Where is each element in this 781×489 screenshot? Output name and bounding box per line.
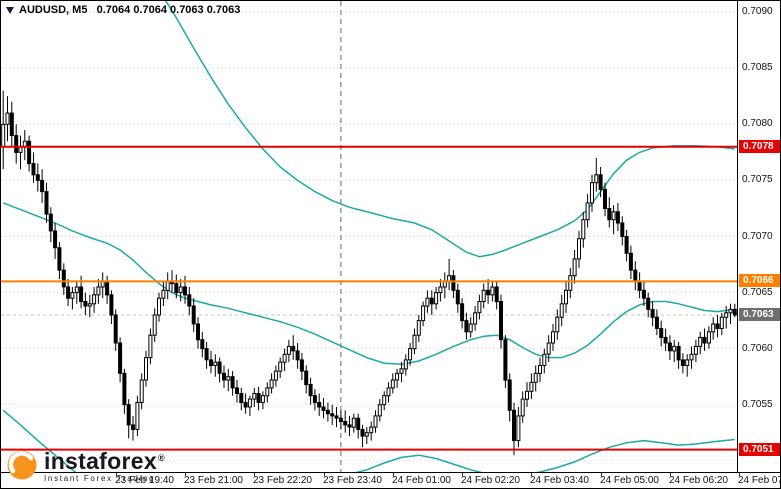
- time-tick-label: 23 Feb 19:40: [115, 475, 174, 486]
- registered-mark: ®: [157, 453, 165, 463]
- price-tick-label: 0.7055: [742, 399, 773, 410]
- time-tick-label: 24 Feb 07:40: [738, 475, 780, 486]
- time-tick-mark: [531, 473, 532, 476]
- price-badge-07078: 0.7078: [739, 140, 780, 153]
- time-tick-label: 23 Feb 22:20: [253, 475, 312, 486]
- time-tick-label: 24 Feb 02:20: [461, 475, 520, 486]
- price-tick-label: 0.7060: [742, 343, 773, 354]
- price-badge-07063: 0.7063: [739, 308, 780, 321]
- time-tick-mark: [739, 473, 740, 476]
- price-badge-07051: 0.7051: [739, 443, 780, 456]
- time-tick-label: 24 Feb 05:00: [600, 475, 659, 486]
- instaforex-logo: instaforex® Instant Forex Trading: [7, 447, 165, 483]
- time-tick-label: 23 Feb 23:40: [323, 475, 382, 486]
- time-tick-mark: [601, 473, 602, 476]
- time-tick-mark: [393, 473, 394, 476]
- price-tick-label: 0.7090: [742, 6, 773, 17]
- time-tick-label: 24 Feb 03:40: [530, 475, 589, 486]
- time-tick-label: 24 Feb 06:20: [669, 475, 728, 486]
- time-tick-mark: [462, 473, 463, 476]
- time-tick-label: 24 Feb 01:00: [392, 475, 451, 486]
- price-tick-label: 0.7085: [742, 62, 773, 73]
- time-tick-mark: [116, 473, 117, 476]
- price-tick-label: 0.7075: [742, 174, 773, 185]
- logo-tagline: Instant Forex Trading: [44, 474, 156, 483]
- price-tick-label: 0.7065: [742, 287, 773, 298]
- price-axis[interactable]: 0.7090 0.7085 0.7080 0.7075 0.7070 0.7065 0.70…: [737, 1, 780, 472]
- price-chart-plot[interactable]: [1, 1, 737, 472]
- time-tick-mark: [324, 473, 325, 476]
- time-tick-mark: [254, 473, 255, 476]
- candlestick-chart-canvas: [1, 1, 737, 472]
- price-tick-label: 0.7080: [742, 118, 773, 129]
- instaforex-logo-icon: [7, 450, 37, 480]
- time-tick-label: 23 Feb 21:00: [184, 475, 243, 486]
- instaforex-logo-text: instaforex® Instant Forex Trading: [44, 447, 165, 484]
- time-axis[interactable]: 23 Feb 19:40 23 Feb 21:00 23 Feb 22:20 23 F…: [1, 472, 780, 488]
- time-tick-mark: [670, 473, 671, 476]
- instaforex-logo-swirl: [8, 451, 34, 474]
- price-tick-label: 0.7070: [742, 231, 773, 242]
- logo-name: instaforex®: [44, 448, 165, 474]
- time-tick-mark: [185, 473, 186, 476]
- price-badge-07066: 0.7066: [739, 274, 780, 287]
